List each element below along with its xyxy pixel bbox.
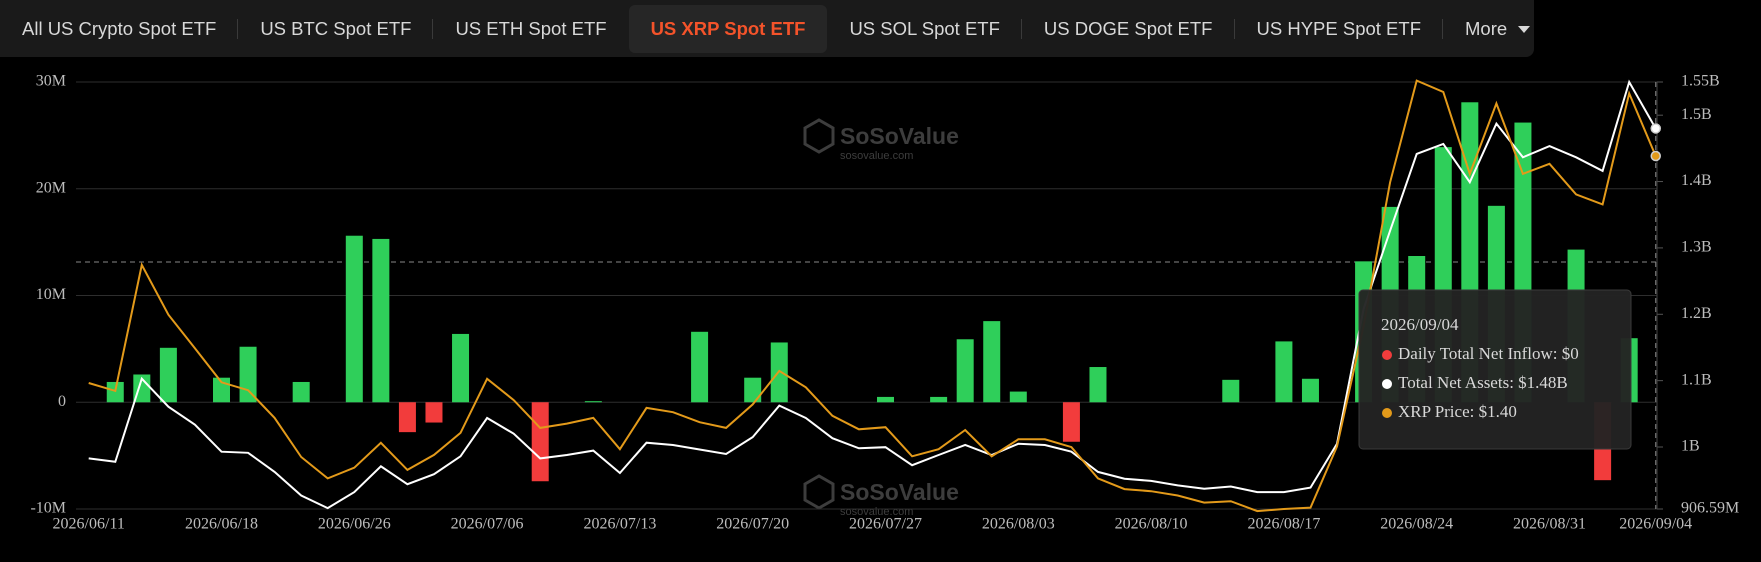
bar <box>1301 378 1319 403</box>
tooltip-dot <box>1382 408 1392 418</box>
tab[interactable]: More <box>1443 5 1553 53</box>
x-tick-label: 2026/07/06 <box>451 516 524 533</box>
watermark-logo <box>803 474 835 510</box>
tab-label: US ETH Spot ETF <box>455 17 607 39</box>
tab[interactable]: US ETH Spot ETF <box>433 5 628 53</box>
line <box>88 79 1657 513</box>
bar <box>239 346 257 403</box>
tooltip: 2026/09/04 Daily Total Net Inflow: $0 Tota… <box>1358 289 1632 450</box>
end-point <box>1650 123 1661 134</box>
y2-tick-label: 1.4B <box>1681 172 1712 189</box>
dropdown-arrow <box>1518 25 1531 33</box>
tooltip-box <box>1358 289 1632 450</box>
tooltip-date: 2026/09/04 <box>1381 315 1459 334</box>
tab[interactable]: US BTC Spot ETF <box>238 5 434 53</box>
y2-tick-label: 1.1B <box>1681 371 1712 388</box>
x-tick-label: 2026/08/17 <box>1247 516 1320 533</box>
x-tick-label: 2026/06/26 <box>318 516 391 533</box>
axes: -10M 0 10M 20M 30M 906.59M 1B 1.1B 1.2B 1.3B 1.4B 1… <box>30 73 1739 533</box>
bar <box>398 402 416 433</box>
tab-label: US SOL Spot ETF <box>849 17 1000 39</box>
x-tick-label: 2026/08/10 <box>1115 516 1188 533</box>
x-tick-label: 2026/09/04 <box>1619 516 1692 533</box>
y-tick-label: 20M <box>36 179 66 196</box>
tab-label: US HYPE Spot ETF <box>1256 17 1422 39</box>
x-tick-label: 2026/06/11 <box>53 516 125 533</box>
tab-label: US BTC Spot ETF <box>260 17 412 39</box>
bar <box>133 374 151 403</box>
bar <box>930 396 948 403</box>
bar <box>1089 367 1107 403</box>
bar <box>584 401 602 403</box>
line <box>88 79 1657 510</box>
tab-label: US XRP Spot ETF <box>650 17 806 39</box>
tab[interactable]: US DOGE Spot ETF <box>1022 5 1235 53</box>
x-tick-label: 2026/08/31 <box>1513 516 1586 533</box>
y2-tick-label: 906.59M <box>1681 500 1739 517</box>
end-point <box>1650 150 1661 162</box>
bar <box>452 333 470 403</box>
bar <box>372 238 390 403</box>
bar <box>1275 341 1293 403</box>
tab[interactable]: All US Crypto Spot ETF <box>0 5 239 53</box>
tab-bar: All US Crypto Spot ETF US BTC Spot ETF US … <box>0 0 1534 57</box>
bar <box>1009 391 1027 403</box>
bar <box>1222 379 1240 403</box>
bar <box>744 377 762 403</box>
tooltip-row: Daily Total Net Inflow: $0 <box>1398 344 1579 363</box>
y2-tick-label: 1.2B <box>1681 305 1712 322</box>
arrow-shape <box>1518 25 1531 33</box>
y2-tick-label: 1.5B <box>1681 106 1712 123</box>
tab[interactable]: US SOL Spot ETF <box>827 5 1023 53</box>
x-tick-label: 2026/07/27 <box>849 516 922 533</box>
tab[interactable]: US XRP Spot ETF <box>628 4 828 53</box>
watermark-url: sosovalue.com <box>840 150 913 162</box>
bar <box>691 331 709 403</box>
bar <box>956 339 974 403</box>
x-tick-label: 2026/07/20 <box>716 516 789 533</box>
bar <box>106 381 124 403</box>
tab-label: All US Crypto Spot ETF <box>22 17 217 39</box>
y2-tick-label: 1B <box>1681 438 1700 455</box>
bar <box>345 235 363 403</box>
watermark-brand: SoSoValue <box>840 479 959 505</box>
y2-tick-label: 1.3B <box>1681 239 1712 256</box>
bar <box>531 402 549 482</box>
x-tick-label: 2026/06/18 <box>185 516 258 533</box>
x-tick-label: 2026/08/24 <box>1380 516 1453 533</box>
watermark: SoSoValue sosovalue.com <box>803 474 959 518</box>
x-tick-label: 2026/07/13 <box>583 516 656 533</box>
bar <box>877 396 894 403</box>
tooltip-row: Total Net Assets: $1.48B <box>1398 373 1568 392</box>
y-tick-label: 10M <box>36 286 66 303</box>
watermark-brand: SoSoValue <box>840 123 959 149</box>
tab[interactable]: US HYPE Spot ETF <box>1235 5 1444 53</box>
watermark-logo <box>803 118 835 154</box>
tooltip-dot <box>1382 379 1392 389</box>
bar <box>983 321 1001 403</box>
bar <box>159 347 177 403</box>
y-tick-label: 30M <box>36 73 66 90</box>
bar <box>1062 402 1080 442</box>
watermark: SoSoValue sosovalue.com <box>803 118 959 162</box>
tooltip-dot <box>1382 350 1392 360</box>
tab-label: US DOGE Spot ETF <box>1043 17 1213 39</box>
x-tick-label: 2026/08/03 <box>982 516 1055 533</box>
y-tick-label: -10M <box>30 500 66 517</box>
y2-tick-label: 1.55B <box>1681 73 1720 90</box>
bar <box>425 402 443 423</box>
tab-label: More <box>1465 17 1508 39</box>
y-tick-label: 0 <box>58 393 66 410</box>
tooltip-row: XRP Price: $1.40 <box>1398 402 1517 421</box>
bar <box>292 381 310 403</box>
